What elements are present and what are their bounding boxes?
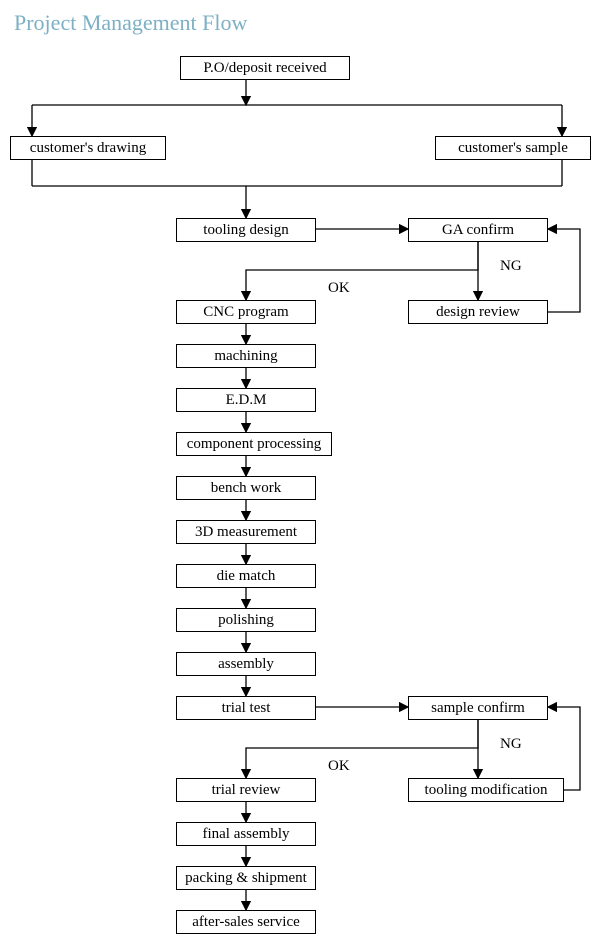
flow-node-designrev: design review (408, 300, 548, 324)
edge (548, 229, 580, 312)
flow-node-diematch: die match (176, 564, 316, 588)
flow-node-trialrev: trial review (176, 778, 316, 802)
flow-node-compproc: component processing (176, 432, 332, 456)
page-title: Project Management Flow (14, 10, 247, 36)
flow-node-trialtest: trial test (176, 696, 316, 720)
flow-node-aftersale: after-sales service (176, 910, 316, 934)
flow-node-po: P.O/deposit received (180, 56, 350, 80)
flow-node-polishing: polishing (176, 608, 316, 632)
flow-node-gaconfirm: GA confirm (408, 218, 548, 242)
flow-node-edm: E.D.M (176, 388, 316, 412)
flow-node-tooling: tooling design (176, 218, 316, 242)
flow-node-sample: customer's sample (435, 136, 591, 160)
edge (246, 242, 478, 300)
flow-node-assembly: assembly (176, 652, 316, 676)
flow-node-toolmod: tooling modification (408, 778, 564, 802)
edge-label-ng2: NG (500, 736, 522, 753)
edge-label-ng1: NG (500, 258, 522, 275)
flow-node-finalasm: final assembly (176, 822, 316, 846)
flow-node-machining: machining (176, 344, 316, 368)
flow-node-cncprog: CNC program (176, 300, 316, 324)
edge (246, 720, 478, 778)
edge-label-ok2: OK (328, 758, 350, 775)
edge-label-ok1: OK (328, 280, 350, 297)
flow-node-drawing: customer's drawing (10, 136, 166, 160)
flow-node-measure: 3D measurement (176, 520, 316, 544)
flow-node-packing: packing & shipment (176, 866, 316, 890)
flow-node-bench: bench work (176, 476, 316, 500)
flow-node-sampconf: sample confirm (408, 696, 548, 720)
